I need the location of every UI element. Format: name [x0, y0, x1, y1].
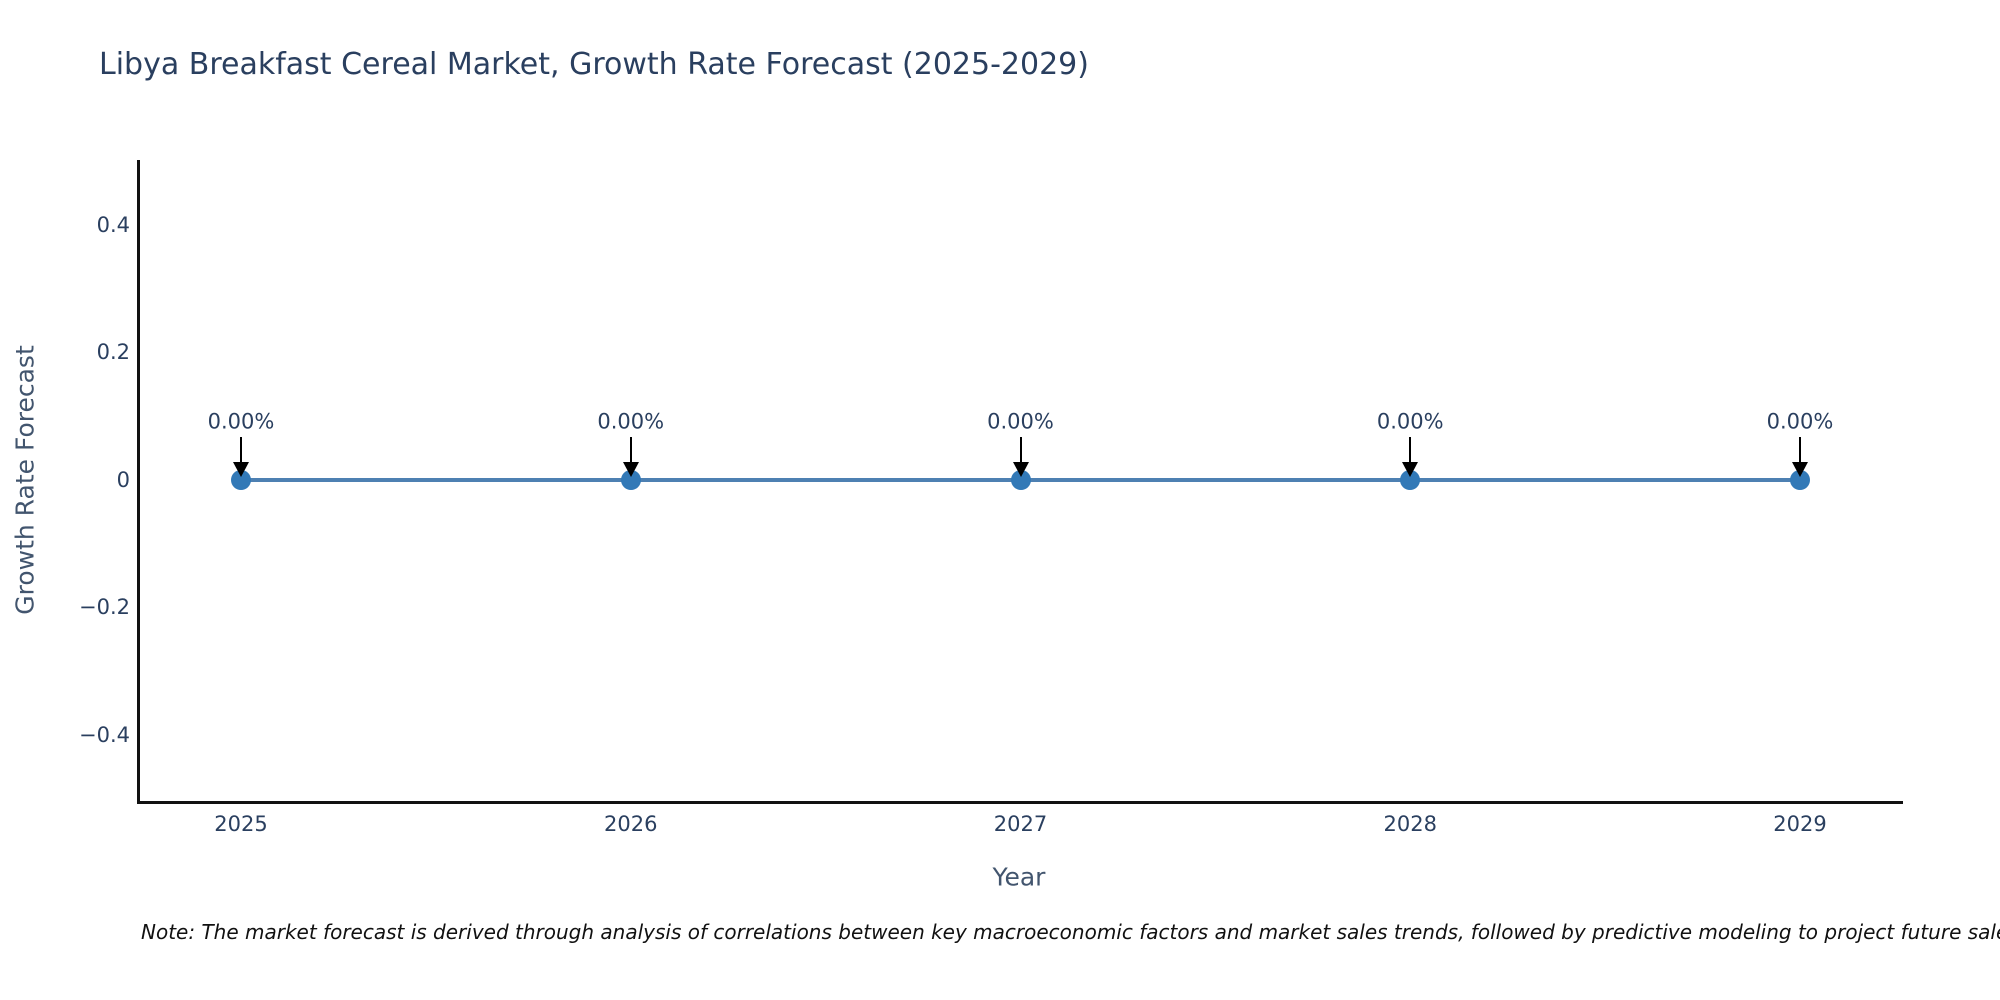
annotation-arrow-stem	[240, 437, 242, 464]
x-tick-label: 2026	[604, 812, 658, 836]
y-tick-label: 0	[116, 467, 130, 492]
annotation-arrow-stem	[1409, 437, 1412, 464]
footnote: Note: The market forecast is derived thr…	[141, 920, 2000, 944]
annotation-arrowhead-icon	[1792, 462, 1808, 477]
annotation-label: 0.00%	[1766, 409, 1834, 434]
y-axis-line	[137, 160, 140, 804]
x-tick-label: 2025	[214, 812, 268, 836]
y-tick-label: −0.4	[79, 722, 130, 747]
x-axis-line	[137, 801, 1903, 804]
chart-title: Libya Breakfast Cereal Market, Growth Ra…	[99, 47, 1089, 82]
y-tick-label: 0.2	[96, 340, 130, 364]
annotation-arrow-stem	[1799, 437, 1801, 464]
annotation-arrow-stem	[629, 437, 632, 464]
annotation-label: 0.00%	[987, 409, 1054, 434]
annotation-arrowhead-icon	[1402, 462, 1419, 477]
annotation-label: 0.00%	[207, 409, 275, 434]
y-tick-label: 0.4	[96, 212, 130, 237]
annotation-arrowhead-icon	[1012, 462, 1029, 477]
annotation-arrowhead-icon	[233, 462, 249, 477]
x-tick-label: 2027	[993, 812, 1048, 836]
x-tick-label: 2029	[1773, 812, 1827, 836]
annotation-label: 0.00%	[1376, 409, 1444, 434]
x-axis-title: Year	[992, 862, 1046, 892]
annotation-label: 0.00%	[597, 409, 665, 434]
annotation-arrow-stem	[1019, 437, 1022, 464]
y-tick-label: −0.2	[79, 595, 130, 619]
annotation-arrowhead-icon	[622, 462, 639, 477]
x-tick-label: 2028	[1383, 812, 1437, 836]
